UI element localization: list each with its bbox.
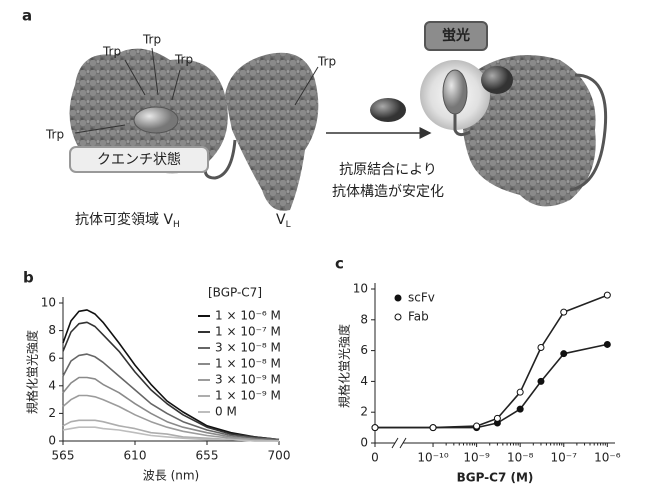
series-line (62, 353, 280, 441)
data-point (493, 414, 501, 422)
x-tick-label: 10⁻⁸ (507, 451, 534, 465)
series-line (375, 343, 608, 429)
linker (453, 114, 471, 137)
quench-box (69, 146, 209, 173)
legend-label: 0 M (215, 405, 237, 419)
data-point (537, 377, 545, 385)
data-point (560, 350, 568, 358)
vh-sub: H (173, 220, 180, 230)
fluorophore (442, 69, 468, 115)
antigen (481, 66, 513, 94)
vh-text: 抗体可変領域 V (75, 211, 173, 228)
legend-label: Fab (408, 310, 429, 324)
legend-marker (394, 294, 402, 302)
series-line (62, 376, 280, 442)
panel-label: c (335, 255, 344, 273)
caption: 抗体構造が安定化 (332, 184, 444, 200)
data-point (603, 291, 611, 299)
y-tick-label: 0 (48, 434, 56, 448)
data-point (537, 344, 545, 352)
data-point (603, 340, 611, 348)
legend-label: 1 × 10⁻⁹ M (215, 389, 281, 403)
x-tick-label: 10⁻⁶ (594, 451, 621, 465)
y-tick-label: 2 (360, 405, 368, 419)
legend-marker (394, 313, 402, 321)
x-tick-label: 10⁻⁷ (551, 451, 578, 465)
x-tick-label: 565 (52, 449, 75, 463)
y-tick-label: 8 (360, 312, 368, 326)
legend-title: [BGP-C7] (208, 286, 262, 300)
series-line (62, 321, 280, 441)
y-tick-label: 10 (41, 296, 56, 310)
data-point (429, 424, 437, 432)
fluorescence-label: 蛍光 (442, 27, 470, 44)
antigen (370, 98, 406, 122)
panel-label: a (22, 7, 32, 25)
trp-label: Trp (102, 45, 121, 59)
data-point (516, 388, 524, 396)
y-tick-label: 4 (360, 374, 368, 388)
trp-label: Trp (317, 55, 336, 69)
fluorescence-box (424, 21, 488, 51)
x-tick-label: 655 (196, 449, 219, 463)
legend-label: 1 × 10⁻⁸ M (215, 357, 281, 371)
quench-label: クエンチ状態 (97, 152, 181, 168)
x-tick-label: 0 (371, 451, 379, 465)
x-axis-label: BGP-C7 (M) (457, 471, 534, 485)
linker (569, 73, 608, 192)
panel-label: b (23, 269, 34, 287)
vh-label: 抗体可変領域 VH (75, 211, 180, 230)
trp-label: Trp (174, 53, 193, 67)
y-axis-label: 規格化蛍光強度 (337, 324, 352, 408)
legend-label: 3 × 10⁻⁹ M (215, 373, 281, 387)
y-tick-label: 4 (48, 378, 56, 392)
series-line (62, 394, 280, 442)
data-point (371, 424, 379, 432)
legend-label: 3 × 10⁻⁸ M (215, 341, 281, 355)
legend-label: scFv (408, 291, 435, 305)
vl-structure (225, 52, 319, 211)
series-line (62, 309, 280, 441)
y-tick-label: 8 (48, 323, 56, 337)
x-axis-label: 波長 (nm) (143, 469, 199, 483)
y-tick-label: 10 (353, 282, 368, 296)
vl-sub: L (286, 220, 291, 230)
legend-label: 1 × 10⁻⁷ M (215, 325, 281, 339)
vl-label: VL (276, 212, 291, 230)
axis-break (391, 437, 407, 449)
x-tick-label: 10⁻⁹ (463, 451, 490, 465)
y-tick-label: 0 (360, 436, 368, 450)
fluorophore (133, 106, 179, 134)
y-tick-label: 2 (48, 406, 56, 420)
trp-label: Trp (142, 33, 161, 47)
series-line (62, 426, 279, 442)
data-point (560, 308, 568, 316)
caption: 抗原結合により (339, 162, 437, 178)
x-tick-label: 10⁻¹⁰ (417, 451, 448, 465)
trp-leaders (74, 47, 319, 134)
y-axis-label: 規格化蛍光強度 (25, 330, 40, 414)
vl-text: V (276, 212, 286, 228)
legend-label: 1 × 10⁻⁶ M (215, 309, 281, 323)
x-tick-label: 610 (124, 449, 147, 463)
data-point (473, 422, 481, 430)
y-tick-label: 6 (48, 351, 56, 365)
y-tick-label: 6 (360, 343, 368, 357)
trp-label: Trp (45, 128, 64, 142)
series-line (375, 294, 608, 429)
data-point (516, 405, 524, 413)
x-tick-label: 700 (268, 449, 291, 463)
